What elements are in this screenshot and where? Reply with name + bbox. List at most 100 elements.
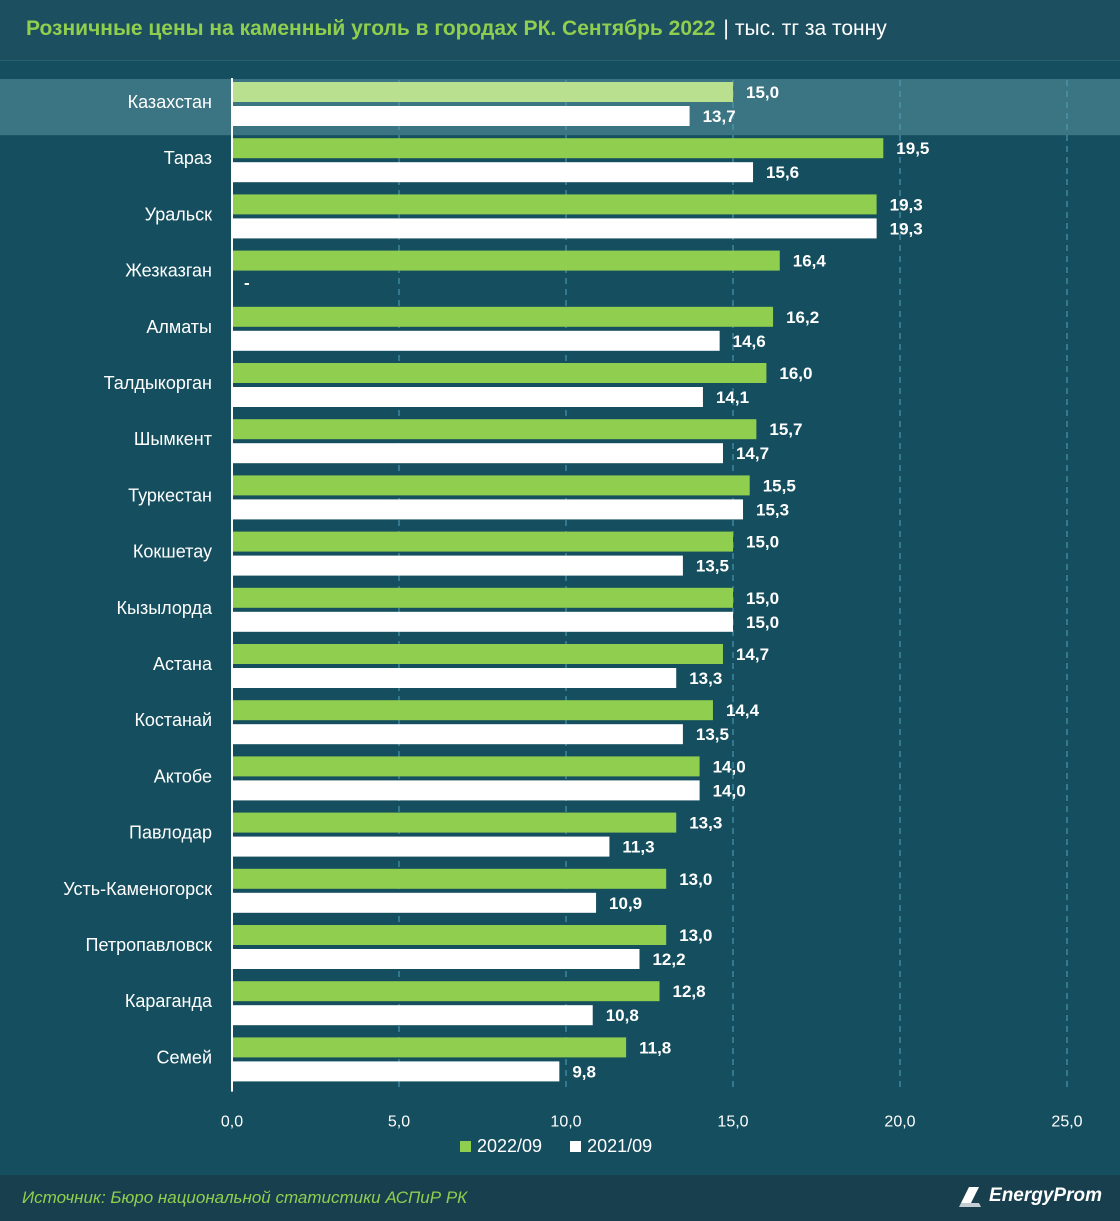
category-label: Туркестан bbox=[128, 485, 212, 505]
brand-name: EnergyProm bbox=[989, 1185, 1102, 1206]
category-label: Кызылорда bbox=[117, 598, 213, 618]
bar-2021 bbox=[232, 780, 700, 801]
bar-2021 bbox=[232, 611, 733, 632]
value-label-2021: 13,7 bbox=[703, 107, 736, 126]
value-label-2022: 14,4 bbox=[726, 701, 760, 720]
bar-2021 bbox=[232, 499, 744, 520]
bar-2022 bbox=[232, 981, 660, 1002]
bar-2021 bbox=[232, 1061, 560, 1082]
bar-2021 bbox=[232, 162, 754, 183]
legend-swatch-2022 bbox=[460, 1141, 471, 1152]
bar-2021 bbox=[232, 330, 720, 351]
value-label-2022: 13,0 bbox=[679, 926, 712, 945]
bar-2022 bbox=[232, 138, 884, 159]
value-label-2022: 15,0 bbox=[746, 83, 779, 102]
value-label-2022: 15,0 bbox=[746, 533, 779, 552]
value-label-2022: 11,8 bbox=[639, 1038, 671, 1057]
bar-2021 bbox=[232, 555, 683, 576]
bar-2021 bbox=[232, 724, 683, 745]
bar-2022 bbox=[232, 868, 667, 889]
category-label: Тараз bbox=[164, 148, 212, 168]
value-label-2022: 12,8 bbox=[673, 982, 706, 1001]
value-label-2021: 11,3 bbox=[622, 838, 654, 857]
bar-2022 bbox=[232, 1037, 627, 1058]
value-label-2022: 16,0 bbox=[779, 364, 812, 383]
value-label-2021: 14,7 bbox=[736, 444, 769, 463]
x-tick-label: 15,0 bbox=[717, 1114, 748, 1131]
bar-2022 bbox=[232, 587, 733, 608]
value-label-2022: 14,7 bbox=[736, 645, 769, 664]
bar-2022 bbox=[232, 531, 733, 552]
value-label-2022: 16,2 bbox=[786, 308, 819, 327]
category-label: Казахстан bbox=[128, 92, 212, 112]
source-note: Источник: Бюро национальной статистики А… bbox=[22, 1188, 468, 1207]
category-label: Костанай bbox=[134, 710, 212, 730]
category-label: Талдыкорган bbox=[104, 373, 212, 393]
brand-logo: EnergyProm bbox=[957, 1183, 1102, 1209]
legend-swatch-2021 bbox=[570, 1141, 582, 1152]
bar-chart: Казахстан 15,0 13,7 Тараз 19,5 15,6 Уральск 19,… bbox=[0, 78, 1120, 1131]
bar-2021 bbox=[232, 1005, 593, 1026]
value-label-2022: 19,5 bbox=[896, 139, 929, 158]
chart-title: Розничные цены на каменный уголь в город… bbox=[26, 17, 887, 41]
legend-item-2022: 2022/09 bbox=[460, 1136, 542, 1157]
bar-2021 bbox=[232, 836, 610, 857]
value-label-2021: 12,2 bbox=[652, 950, 685, 969]
value-label-2022: 13,0 bbox=[679, 870, 712, 889]
category-label: Актобе bbox=[154, 766, 212, 786]
x-tick-label: 5,0 bbox=[388, 1114, 410, 1131]
value-label-2022: 16,4 bbox=[793, 252, 827, 271]
value-label-2022: 15,7 bbox=[769, 420, 802, 439]
x-tick-label: 10,0 bbox=[550, 1114, 581, 1131]
bar-2022 bbox=[232, 644, 723, 664]
value-label-2021: 14,1 bbox=[716, 388, 749, 407]
value-label-2021: 13,5 bbox=[696, 557, 729, 576]
value-label-2021: 10,9 bbox=[609, 894, 642, 913]
title-units: тыс. тг за тонну bbox=[734, 17, 887, 40]
energyprom-logo-icon bbox=[959, 1187, 982, 1207]
category-label: Усть-Каменогорск bbox=[63, 879, 212, 899]
x-tick-label: 20,0 bbox=[884, 1114, 915, 1131]
value-label-2021: 10,8 bbox=[606, 1006, 639, 1025]
value-label-2021: 14,0 bbox=[713, 781, 746, 800]
value-label-2021: 9,8 bbox=[572, 1062, 596, 1081]
category-label: Кокшетау bbox=[133, 542, 212, 562]
bar-2021 bbox=[232, 106, 690, 126]
legend-label-2022: 2022/09 bbox=[477, 1136, 543, 1156]
bar-2022 bbox=[232, 756, 700, 777]
category-label: Павлодар bbox=[129, 823, 212, 843]
title-main: Розничные цены на каменный уголь в город… bbox=[26, 17, 716, 40]
category-label: Астана bbox=[153, 654, 213, 674]
value-label-2021: 19,3 bbox=[890, 219, 923, 238]
bar-2022 bbox=[232, 250, 780, 271]
category-label: Семей bbox=[157, 1047, 212, 1067]
category-label: Караганда bbox=[125, 991, 213, 1011]
legend-label-2021: 2021/09 bbox=[587, 1136, 653, 1156]
bar-2021 bbox=[232, 218, 877, 239]
title-bar: Розничные цены на каменный уголь в город… bbox=[0, 0, 1120, 61]
bar-2022 bbox=[232, 475, 750, 496]
value-label-2022: 15,0 bbox=[746, 589, 779, 608]
value-label-2021: - bbox=[244, 274, 250, 293]
category-label: Алматы bbox=[146, 317, 212, 337]
bar-2022 bbox=[232, 700, 713, 721]
bar-2022 bbox=[232, 812, 677, 833]
bar-2022 bbox=[232, 419, 757, 440]
bar-2022 bbox=[232, 363, 767, 383]
x-tick-label: 25,0 bbox=[1051, 1114, 1082, 1131]
bar-2021 bbox=[232, 949, 640, 969]
x-tick-label: 0,0 bbox=[221, 1114, 243, 1131]
bar-2022 bbox=[232, 194, 877, 215]
value-label-2021: 15,0 bbox=[746, 613, 779, 632]
value-label-2022: 19,3 bbox=[890, 195, 923, 214]
legend: 2022/09 2021/09 bbox=[460, 1136, 652, 1157]
bar-2021 bbox=[232, 668, 677, 688]
legend-item-2021: 2021/09 bbox=[570, 1136, 652, 1157]
value-label-2021: 15,6 bbox=[766, 163, 799, 182]
value-label-2022: 13,3 bbox=[689, 814, 722, 833]
value-label-2021: 15,3 bbox=[756, 500, 789, 519]
footer: Источник: Бюро национальной статистики А… bbox=[0, 1175, 1120, 1221]
category-label: Уральск bbox=[145, 204, 213, 224]
value-label-2022: 14,0 bbox=[713, 757, 746, 776]
